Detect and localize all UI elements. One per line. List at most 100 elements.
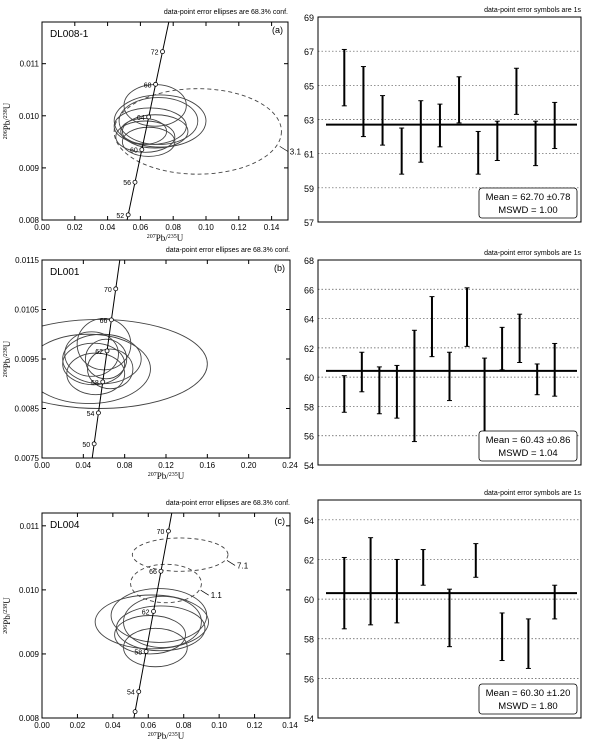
y-tick-label: 0.0095 <box>15 355 40 364</box>
x-tick-label: 0.08 <box>165 223 181 232</box>
ellipse-leader <box>226 560 236 566</box>
error-symbol-note: data-point error symbols are 1s <box>484 250 581 257</box>
age-marker <box>151 608 156 614</box>
age-label: 56 <box>123 180 131 187</box>
element: Pb/ <box>2 612 12 625</box>
error-symbol-note: data-point error symbols are 1s <box>484 7 581 14</box>
superscript: 207 <box>148 732 157 738</box>
concordia-panel-4: data-point error ellipses are 68.3% conf… <box>2 500 298 741</box>
age-marker <box>132 709 138 715</box>
x-tick-label: 0.04 <box>100 223 116 232</box>
plot-area <box>94 513 236 718</box>
y-tick-label: 68 <box>304 256 314 266</box>
y-tick-label: 67 <box>304 47 314 57</box>
age-label: 70 <box>104 287 112 294</box>
age-label: 66 <box>100 318 108 325</box>
superscript: 235 <box>169 732 178 738</box>
plot-frame <box>41 259 291 459</box>
y-tick-label: 58 <box>304 635 314 645</box>
age-label: 72 <box>151 50 159 57</box>
y-tick-label: 0.011 <box>20 522 40 531</box>
y-tick-label: 65 <box>304 81 314 91</box>
superscript: 206 <box>3 130 9 139</box>
y-tick-label: 56 <box>304 674 314 684</box>
error-ellipse <box>113 88 282 175</box>
age-marker <box>158 568 164 574</box>
weighted-mean-panel-3: data-point error symbols are 1s 54 56 58 60 6… <box>304 250 582 471</box>
y-tick-label: 56 <box>304 432 314 442</box>
panel-label: (c) <box>275 516 286 526</box>
x-tick-label: 0.04 <box>76 461 92 470</box>
x-tick-label: 0.00 <box>34 721 50 730</box>
y-tick-label: 57 <box>304 218 314 228</box>
y-tick-label: 0.010 <box>19 586 40 595</box>
x-tick-label: 0.16 <box>200 461 216 470</box>
ellipse-note: data-point error ellipses are 68.3% conf… <box>164 9 288 16</box>
error-ellipse <box>131 537 229 572</box>
error-ellipse <box>113 94 207 148</box>
age-marker <box>136 689 142 695</box>
error-ellipse <box>123 595 202 648</box>
y-axis-label: 206Pb/238U <box>2 102 12 139</box>
y-tick-label: 54 <box>304 461 314 471</box>
ellipse-label: 1.1 <box>211 591 223 600</box>
concordia-panel-2: data-point error ellipses are 68.3% conf… <box>2 247 298 481</box>
x-tick-label: 0.10 <box>211 721 227 730</box>
plot-frame <box>41 21 289 221</box>
x-tick-label: 0.10 <box>198 223 214 232</box>
y-tick-label: 0.011 <box>20 60 40 69</box>
y-tick-label: 0.0075 <box>15 454 40 463</box>
sample-label: DL008-1 <box>50 29 89 40</box>
age-marker <box>132 179 138 185</box>
panel-label: (b) <box>274 263 285 273</box>
ellipse-leader <box>279 146 288 152</box>
y-tick-label: 66 <box>304 285 314 295</box>
y-tick-label: 0.0105 <box>15 306 40 315</box>
element: Pb/ <box>157 471 170 481</box>
y-tick-label: 0.008 <box>19 714 40 723</box>
age-label: 58 <box>134 650 142 657</box>
age-marker <box>139 147 145 153</box>
x-tick-label: 0.00 <box>34 461 50 470</box>
y-tick-label: 0.009 <box>19 164 40 173</box>
superscript: 235 <box>168 234 177 240</box>
superscript: 207 <box>147 234 156 240</box>
plot-frame <box>317 259 582 466</box>
age-marker <box>125 212 131 218</box>
sample-label: DL004 <box>50 520 80 531</box>
x-tick-label: 0.08 <box>176 721 192 730</box>
sample-label: DL001 <box>50 267 80 278</box>
superscript: 238 <box>3 347 9 356</box>
x-tick-label: 0.08 <box>117 461 133 470</box>
element: U <box>2 597 12 604</box>
error-ellipse <box>121 114 189 149</box>
y-tick-label: 60 <box>304 595 314 605</box>
y-tick-label: 0.008 <box>19 216 40 225</box>
x-tick-label: 0.24 <box>282 461 298 470</box>
y-tick-label: 0.009 <box>19 650 40 659</box>
element: U <box>178 731 185 741</box>
y-tick-label: 64 <box>304 315 314 325</box>
x-tick-label: 0.20 <box>241 461 257 470</box>
x-tick-label: 0.02 <box>67 223 83 232</box>
age-marker <box>166 528 171 534</box>
error-ellipse <box>64 331 119 377</box>
plot-frame <box>317 16 582 223</box>
element: Pb/ <box>156 233 169 243</box>
element: U <box>178 471 185 481</box>
ellipse-note: data-point error ellipses are 68.3% conf… <box>166 500 290 507</box>
age-label: 58 <box>91 380 99 387</box>
error-ellipse <box>94 594 209 650</box>
x-axis-label: 207Pb/235U <box>148 471 185 481</box>
y-tick-label: 58 <box>304 402 314 412</box>
concordia-curve <box>91 260 121 458</box>
error-ellipse <box>120 117 168 145</box>
age-label: 62 <box>95 349 103 356</box>
error-ellipse <box>84 338 128 380</box>
y-axis-label: 206Pb/238U <box>2 340 12 377</box>
y-tick-label: 0.010 <box>19 112 40 121</box>
element: U <box>2 340 12 347</box>
mswd-value: MSWD = 1.00 <box>498 205 557 216</box>
element: Pb/ <box>2 118 12 131</box>
stats-box <box>478 683 578 715</box>
